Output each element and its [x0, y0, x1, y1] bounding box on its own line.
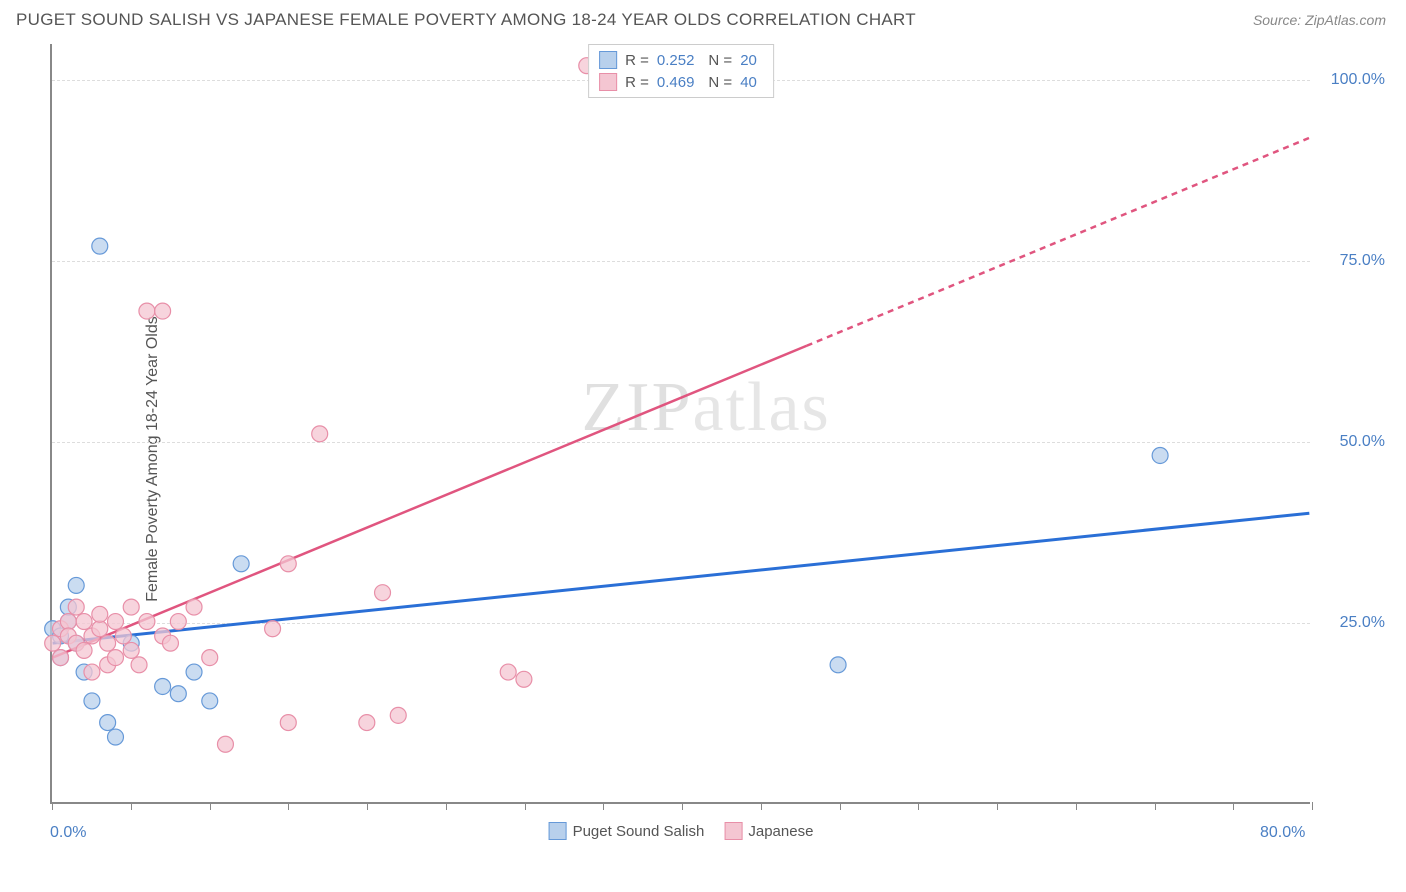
data-point	[108, 650, 124, 666]
ytick-label: 100.0%	[1320, 71, 1385, 89]
data-point	[217, 736, 233, 752]
n-value-2: 40	[740, 74, 757, 91]
data-point	[280, 556, 296, 572]
chart-container: Female Poverty Among 18-24 Year Olds ZIP…	[0, 34, 1406, 884]
x-axis-min: 0.0%	[50, 824, 86, 842]
data-point	[84, 664, 100, 680]
plot-area: ZIPatlas R = 0.252 N = 20 R = 0.469 N = …	[50, 44, 1310, 804]
data-point	[92, 238, 108, 254]
data-point	[375, 585, 391, 601]
xtick	[131, 802, 132, 810]
xtick	[52, 802, 53, 810]
data-point	[186, 664, 202, 680]
data-point	[92, 621, 108, 637]
data-point	[139, 303, 155, 319]
legend-label-1: Puget Sound Salish	[573, 823, 705, 840]
data-point	[53, 650, 69, 666]
xtick	[210, 802, 211, 810]
data-point	[108, 614, 124, 630]
stats-row-2: R = 0.469 N = 40	[599, 71, 763, 93]
data-point	[45, 635, 61, 651]
data-point	[84, 693, 100, 709]
plot-svg	[52, 44, 1310, 802]
data-point	[100, 715, 116, 731]
legend-label-2: Japanese	[748, 823, 813, 840]
legend-item-1: Puget Sound Salish	[549, 822, 705, 840]
data-point	[155, 679, 171, 695]
data-point	[68, 599, 84, 615]
data-point	[170, 614, 186, 630]
data-point	[516, 671, 532, 687]
data-point	[233, 556, 249, 572]
data-point	[76, 614, 92, 630]
x-axis-max: 80.0%	[1260, 824, 1305, 842]
swatch-series2	[599, 73, 617, 91]
data-point	[139, 614, 155, 630]
data-point	[202, 693, 218, 709]
r-value-2: 0.469	[657, 74, 695, 91]
data-point	[155, 303, 171, 319]
data-point	[131, 657, 147, 673]
n-value-1: 20	[740, 52, 757, 69]
data-point	[123, 642, 139, 658]
legend-item-2: Japanese	[724, 822, 813, 840]
data-point	[162, 635, 178, 651]
chart-title: PUGET SOUND SALISH VS JAPANESE FEMALE PO…	[16, 10, 916, 30]
xtick	[1076, 802, 1077, 810]
data-point	[186, 599, 202, 615]
xtick	[367, 802, 368, 810]
stats-row-1: R = 0.252 N = 20	[599, 49, 763, 71]
regression-line-dashed	[807, 138, 1310, 346]
series-legend: Puget Sound Salish Japanese	[549, 822, 814, 840]
regression-line	[53, 346, 807, 658]
xtick	[1312, 802, 1313, 810]
data-point	[68, 577, 84, 593]
data-point	[100, 635, 116, 651]
data-point	[280, 715, 296, 731]
data-point	[202, 650, 218, 666]
xtick	[997, 802, 998, 810]
xtick	[761, 802, 762, 810]
data-point	[123, 599, 139, 615]
source-label: Source: ZipAtlas.com	[1253, 12, 1386, 28]
ytick-label: 25.0%	[1320, 614, 1385, 632]
xtick	[446, 802, 447, 810]
xtick	[682, 802, 683, 810]
xtick	[1155, 802, 1156, 810]
xtick	[525, 802, 526, 810]
data-point	[92, 606, 108, 622]
data-point	[170, 686, 186, 702]
ytick-label: 75.0%	[1320, 252, 1385, 270]
xtick	[1233, 802, 1234, 810]
data-point	[265, 621, 281, 637]
swatch-series2-b	[724, 822, 742, 840]
data-point	[1152, 448, 1168, 464]
swatch-series1	[599, 51, 617, 69]
xtick	[840, 802, 841, 810]
xtick	[288, 802, 289, 810]
data-point	[76, 642, 92, 658]
data-point	[312, 426, 328, 442]
data-point	[115, 628, 131, 644]
data-point	[390, 707, 406, 723]
data-point	[500, 664, 516, 680]
swatch-series1-b	[549, 822, 567, 840]
ytick-label: 50.0%	[1320, 433, 1385, 451]
stats-legend: R = 0.252 N = 20 R = 0.469 N = 40	[588, 44, 774, 98]
xtick	[603, 802, 604, 810]
data-point	[830, 657, 846, 673]
data-point	[108, 729, 124, 745]
header: PUGET SOUND SALISH VS JAPANESE FEMALE PO…	[0, 0, 1406, 34]
xtick	[918, 802, 919, 810]
r-value-1: 0.252	[657, 52, 695, 69]
data-point	[359, 715, 375, 731]
regression-line	[53, 513, 1310, 643]
data-point	[60, 614, 76, 630]
